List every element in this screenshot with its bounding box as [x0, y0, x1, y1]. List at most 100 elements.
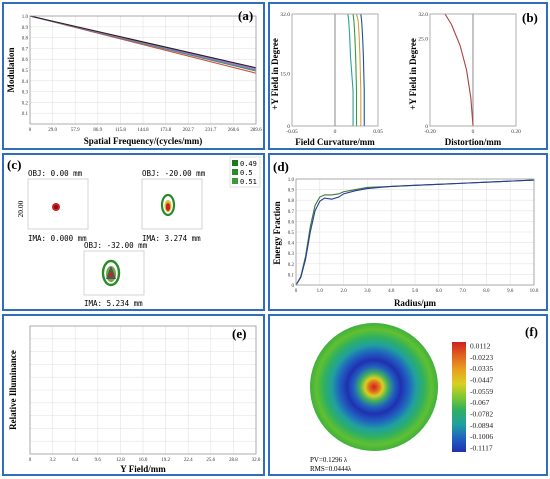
illuminance-x-tick: 25.6: [206, 458, 215, 463]
energy-y-tick: 0.1: [288, 273, 295, 278]
energy-x-tick: 0: [295, 289, 298, 294]
legend-entry-1: 0.49: [240, 160, 257, 168]
colorbar-tick: -0.1006: [470, 432, 493, 441]
panel-a: 0 29.0 57.9 86.9 115.8 144.8 173.8 202.7 231.7 26…: [2, 2, 265, 150]
mtf-x-tick: 29.0: [48, 128, 57, 133]
energy-x-tick: 10.0: [530, 289, 539, 294]
colorbar-tick: -0.067: [470, 398, 490, 407]
illuminance-y-axis-label: Relative Illuminance: [8, 350, 18, 430]
energy-y-tick: 0.9: [288, 189, 295, 194]
distortion-x-tick: 0: [472, 129, 475, 135]
illuminance-x-axis-label: Y Field/mm: [120, 464, 166, 474]
mtf-y-tick: 0.5: [22, 69, 29, 74]
mtf-y-axis-label: Modulation: [6, 47, 16, 92]
illuminance-x-tick: 16.0: [139, 458, 148, 463]
panel-e-label: (e): [232, 326, 246, 341]
spot-2-obj: OBJ: -20.00 mm: [142, 169, 206, 178]
panel-c: (c) 0.49 0.5 0.51 OBJ: 0.00 mm IMA: 0.00…: [2, 153, 265, 311]
spot-1-obj: OBJ: 0.00 mm: [28, 169, 83, 178]
energy-x-tick: 7.0: [459, 289, 466, 294]
energy-y-tick: 0.3: [288, 252, 295, 257]
illuminance-x-tick: 9.6: [95, 458, 102, 463]
illuminance-chart: 0 3.2 6.4 9.6 12.8 16.0 19.2 22.4 25.6 28.8 32.0 (…: [8, 325, 261, 474]
colorbar: [452, 342, 466, 452]
distortion-x-tick: -0.20: [424, 129, 436, 135]
mtf-y-tick: 0.7: [22, 47, 29, 52]
mtf-y-tick: 0.6: [22, 58, 29, 63]
illuminance-x-tick: 22.4: [184, 458, 193, 463]
energy-x-tick: 1.0: [317, 289, 324, 294]
distortion-y-tick: 0: [425, 124, 428, 130]
legend-entry-2: 0.5: [240, 169, 253, 177]
spot-2-outer: [160, 193, 176, 217]
colorbar-tick: -0.0223: [470, 353, 493, 362]
illuminance-x-tick: 12.8: [116, 458, 125, 463]
colorbar-tick: -0.0894: [470, 421, 493, 430]
mtf-x-tick: 231.7: [205, 128, 217, 133]
panel-a-label: (a): [238, 8, 253, 23]
mtf-x-tick: 202.7: [183, 128, 195, 133]
mtf-y-tick: 0.9: [22, 26, 29, 31]
legend-entry-3: 0.51: [240, 178, 257, 186]
illuminance-x-tick: 0: [29, 458, 32, 463]
field-curvature-series-1: [347, 13, 354, 126]
illuminance-x-tick: 19.2: [161, 458, 170, 463]
field-curvature-series-2: [352, 13, 358, 126]
panel-e: 0 3.2 6.4 9.6 12.8 16.0 19.2 22.4 25.6 28.8 32.0 (…: [2, 314, 265, 476]
distortion-series-1: [444, 13, 474, 127]
panel-f-label: (f): [525, 324, 538, 339]
legend-swatch-3: [232, 178, 238, 184]
colorbar-tick: -0.0335: [470, 364, 493, 373]
mtf-x-tick: 260.6: [228, 128, 240, 133]
distortion-y-tick: 25.0: [418, 37, 428, 43]
field-curvature-x-tick: -0.05: [286, 129, 298, 135]
panel-b-label: (b): [522, 10, 538, 25]
panel-d: 0 1.0 2.0 3.0 4.0 5.0 6.0 7.0 8.0 9.0 10.0 0 0.1 0.2 0…: [268, 153, 548, 311]
spot-3-obj: OBJ: -32.00 mm: [84, 241, 148, 250]
mtf-y-tick: 0.1: [22, 112, 29, 117]
illuminance-x-tick: 28.8: [229, 458, 238, 463]
energy-x-tick: 8.0: [483, 289, 490, 294]
field-curvature-series-4: [360, 13, 365, 126]
mtf-x-tick: 115.8: [115, 128, 127, 133]
energy-series-2: [295, 179, 535, 286]
energy-chart: 0 1.0 2.0 3.0 4.0 5.0 6.0 7.0 8.0 9.0 10.0 0 0.1 0.2 0…: [272, 159, 539, 308]
energy-x-tick: 5.0: [412, 289, 419, 294]
spot-legend: 0.49 0.5 0.51: [229, 156, 261, 188]
energy-x-tick: 2.0: [340, 289, 347, 294]
energy-y-tick: 0.8: [288, 199, 295, 204]
field-curvature-x-label: Field Curvature/mm: [295, 137, 375, 147]
mtf-x-tick: 289.6: [250, 128, 262, 133]
energy-x-tick: 4.0: [388, 289, 395, 294]
mtf-x-tick: 144.8: [137, 128, 149, 133]
mtf-y-tick: 0.8: [22, 37, 29, 42]
wavefront-disk: [310, 323, 438, 451]
legend-swatch-2: [232, 169, 238, 175]
mtf-y-tick: 1.0: [22, 15, 29, 20]
energy-x-tick: 3.0: [364, 289, 371, 294]
mtf-y-tick: 0.3: [22, 91, 29, 96]
panel-d-label: (d): [273, 159, 289, 174]
mtf-x-tick: 86.9: [93, 128, 102, 133]
energy-y-axis-label: Energy Fraction: [272, 201, 282, 264]
distortion-x-tick: 0.20: [511, 129, 521, 135]
mtf-y-tick: 0.4: [22, 80, 29, 85]
mtf-chart: 0 29.0 57.9 86.9 115.8 144.8 173.8 202.7 231.7 26…: [6, 8, 262, 146]
illuminance-x-tick: 32.0: [252, 458, 261, 463]
colorbar-tick: -0.0782: [470, 410, 493, 419]
energy-y-tick: 0.2: [288, 263, 295, 268]
spot-3-outer: [101, 259, 121, 287]
energy-x-tick: 9.0: [507, 289, 514, 294]
panel-c-label: (c): [7, 157, 21, 172]
field-curvature-series-3: [355, 13, 362, 126]
energy-y-tick: 0.5: [288, 231, 295, 236]
mtf-y-tick: 0.2: [22, 101, 29, 106]
panel-b: -0.05 0 0.05 0 15.0 32.0 -0.20 0 0.20 0 25.0 32.0 …: [268, 2, 548, 150]
distortion-x-label: Distortion/mm: [445, 137, 502, 147]
energy-y-tick: 0.7: [288, 210, 295, 215]
colorbar-tick: -0.0447: [470, 376, 493, 385]
distortion-y-tick: 32.0: [418, 12, 428, 18]
energy-x-tick: 6.0: [436, 289, 443, 294]
spot-scale-label: 20.00: [16, 200, 25, 217]
